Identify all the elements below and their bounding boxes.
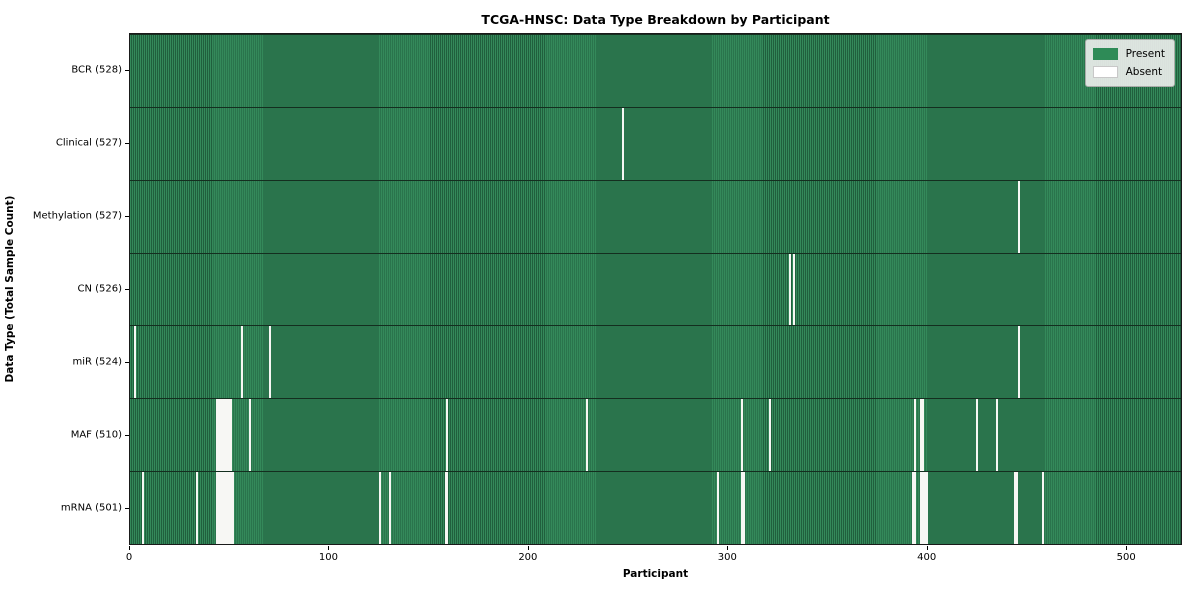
heatmap-row-bcr[interactable] (130, 34, 1181, 107)
x-tick-label: 0 (125, 552, 133, 563)
legend-item-absent: Absent (1092, 63, 1165, 81)
absent-line (922, 399, 925, 472)
absent-line (221, 399, 224, 472)
chart-title: TCGA-HNSC: Data Type Breakdown by Partic… (481, 12, 830, 27)
y-tick-mark (125, 69, 129, 71)
heatmap-row-mir[interactable] (130, 325, 1181, 399)
heatmap-row-clinical[interactable] (130, 106, 1181, 180)
absent-line (133, 326, 136, 399)
absent-line (922, 472, 925, 544)
absent-line (215, 399, 218, 472)
x-tick-mark (328, 546, 330, 550)
absent-line (229, 472, 232, 544)
absent-line (195, 472, 198, 544)
y-tick-label-cn: CN (526) (77, 283, 122, 295)
y-tick-mark (125, 362, 129, 364)
absent-line (227, 472, 230, 544)
y-tick-label-clinical: Clinical (527) (55, 137, 122, 149)
absent-line (221, 472, 224, 544)
absent-line (227, 399, 230, 472)
x-tick-label: 400 (917, 552, 937, 563)
absent-line (743, 472, 746, 544)
absent-line (219, 399, 222, 472)
x-tick-mark (926, 546, 928, 550)
heatmap-row-methylation[interactable] (130, 179, 1181, 253)
heatmap-row-cn[interactable] (130, 252, 1181, 326)
absent-line (585, 399, 588, 472)
x-tick-mark (129, 546, 130, 550)
absent-line (388, 472, 391, 544)
absent-line (269, 326, 272, 399)
y-tick-mark (125, 289, 129, 290)
absent-line (444, 472, 447, 544)
absent-line (995, 399, 998, 472)
x-axis-label: Participant (622, 568, 689, 580)
absent-line (229, 399, 232, 472)
absent-line (621, 107, 624, 180)
x-tick-mark (1126, 546, 1128, 550)
absent-line (241, 326, 244, 399)
absent-line (975, 399, 978, 472)
absent-line (924, 472, 927, 544)
present-swatch-icon (1092, 48, 1118, 60)
absent-line (717, 472, 720, 544)
absent-line (446, 472, 449, 544)
y-tick-label-bcr: BCR (528) (71, 64, 122, 76)
absent-line (1013, 472, 1016, 544)
x-tick-label: 500 (1116, 552, 1136, 563)
x-tick-mark (527, 546, 529, 550)
absent-line (912, 472, 915, 544)
y-tick-label-methylation: Methylation (527) (32, 210, 122, 222)
y-tick-label-mir: miR (524) (72, 356, 122, 368)
absent-swatch-icon (1092, 66, 1118, 78)
absent-line (1017, 326, 1020, 399)
absent-line (741, 472, 744, 544)
absent-line (141, 472, 144, 544)
heatmap-row-mrna[interactable] (130, 471, 1181, 544)
absent-line (219, 472, 222, 544)
absent-line (446, 399, 449, 472)
legend: Present Absent (1084, 39, 1175, 87)
absent-line (225, 399, 228, 472)
legend-label-present: Present (1125, 48, 1165, 60)
y-tick-mark (125, 508, 129, 510)
legend-item-present: Present (1092, 45, 1165, 63)
absent-line (1015, 472, 1018, 544)
absent-line (378, 472, 381, 544)
absent-line (217, 399, 220, 472)
absent-line (920, 472, 923, 544)
absent-line (223, 399, 226, 472)
x-tick-label: 200 (518, 552, 538, 563)
x-tick-mark (727, 546, 729, 550)
absent-line (1017, 180, 1020, 253)
absent-line (926, 472, 929, 544)
absent-line (788, 253, 791, 326)
absent-line (920, 399, 923, 472)
y-tick-mark (125, 142, 129, 144)
absent-line (914, 399, 917, 472)
heatmap-row-maf[interactable] (130, 398, 1181, 472)
absent-line (231, 472, 234, 544)
y-tick-label-mrna: mRNA (501) (60, 502, 122, 514)
heatmap-plot-area[interactable]: Present Absent (129, 33, 1182, 545)
y-tick-mark (125, 435, 129, 437)
legend-label-absent: Absent (1125, 66, 1163, 78)
y-tick-mark (125, 215, 129, 217)
absent-line (223, 472, 226, 544)
absent-line (741, 399, 744, 472)
absent-line (914, 472, 917, 544)
absent-line (768, 399, 771, 472)
absent-line (217, 472, 220, 544)
absent-line (1041, 472, 1044, 544)
absent-line (225, 472, 228, 544)
y-tick-label-maf: MAF (510) (70, 429, 122, 441)
x-tick-label: 300 (717, 552, 737, 563)
absent-line (792, 253, 795, 326)
x-tick-label: 100 (318, 552, 338, 563)
absent-line (249, 399, 252, 472)
absent-line (215, 472, 218, 544)
